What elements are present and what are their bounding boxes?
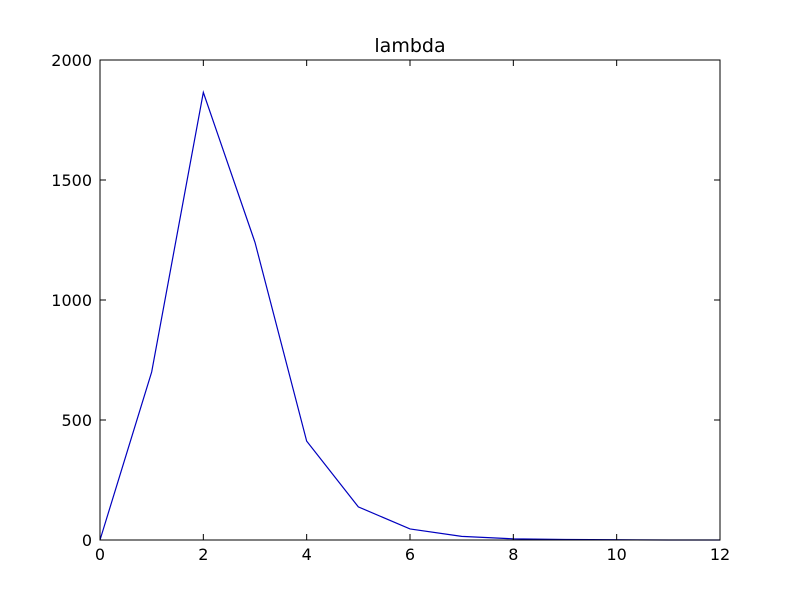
chart-title: lambda (374, 35, 445, 57)
y-tick-label: 2000 (51, 51, 92, 70)
series-line-0 (99, 90, 720, 541)
x-tick-label: 4 (302, 545, 312, 564)
x-tick-label: 10 (606, 545, 626, 564)
x-tick-label: 0 (95, 545, 105, 564)
ticks-layer: 0 2 4 6 8 10 12 0 500 1000 1500 2000 (51, 51, 730, 564)
y-tick-label: 1000 (51, 291, 92, 310)
plot-frame (99, 59, 721, 541)
y-tick-label: 0 (82, 531, 92, 550)
x-tick-label: 2 (198, 545, 208, 564)
x-tick-label: 6 (405, 545, 415, 564)
x-tick-label: 8 (508, 545, 518, 564)
series-layer (99, 90, 720, 541)
y-tick-label: 1500 (51, 171, 92, 190)
y-tick-label: 500 (61, 411, 92, 430)
x-tick-label: 12 (710, 545, 730, 564)
